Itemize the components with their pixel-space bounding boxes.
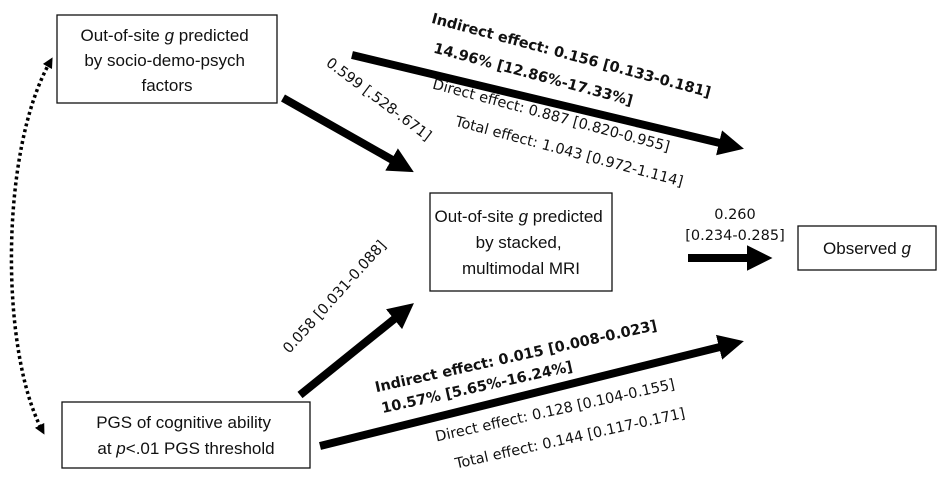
node-label: Out-of-site g predicted by socio-demo-ps… xyxy=(81,26,254,95)
covariance-arrow xyxy=(9,57,53,435)
node-label: PGS of cognitive ability at p<.01 PGS th… xyxy=(96,413,276,458)
node-label: Observed g xyxy=(823,239,911,258)
node-box xyxy=(61,401,311,469)
edge-label: [0.234-0.285] xyxy=(685,228,785,244)
node-box xyxy=(797,225,937,271)
arrow xyxy=(351,51,744,156)
node-label: Out-of-site g predicted by stacked, mult… xyxy=(435,207,608,278)
arrow xyxy=(281,94,414,173)
arrow xyxy=(319,334,744,450)
node-box xyxy=(56,14,278,104)
edge-label: 0.260 xyxy=(714,207,756,223)
arrow xyxy=(297,303,414,399)
node-box xyxy=(429,192,613,292)
